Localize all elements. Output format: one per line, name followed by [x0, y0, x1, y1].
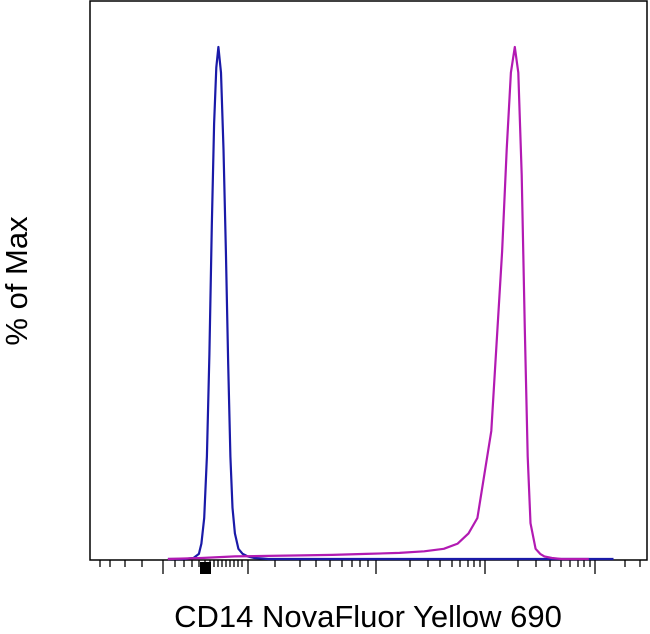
plot-frame — [89, 0, 648, 561]
series-lines — [167, 45, 614, 561]
series-line-1 — [167, 45, 614, 561]
x-tick-cluster — [200, 562, 211, 574]
x-axis-ticks — [99, 560, 641, 574]
x-axis-title: CD14 NovaFluor Yellow 690 — [174, 599, 562, 634]
y-axis-title: % of Max — [0, 216, 34, 346]
series-line-2 — [167, 45, 589, 561]
